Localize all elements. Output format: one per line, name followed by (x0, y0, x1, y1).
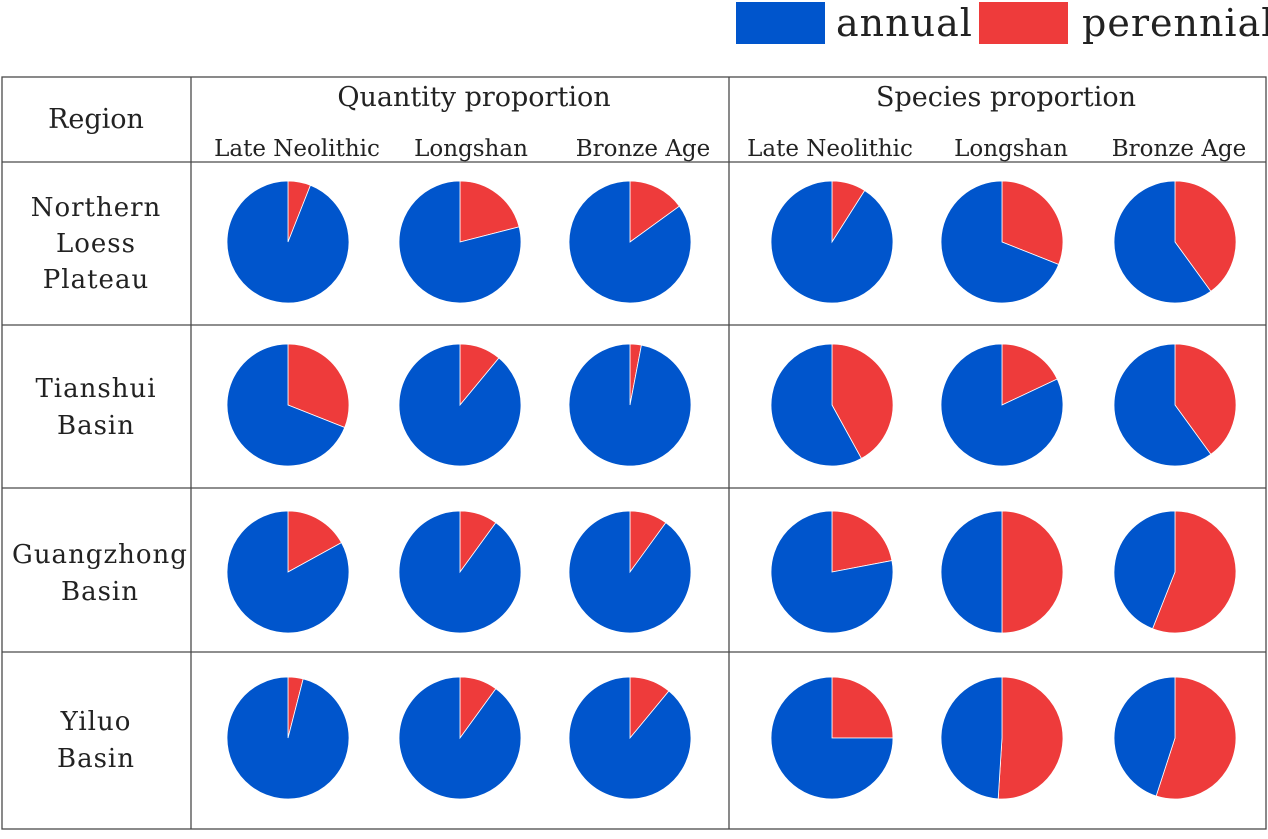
pie-slice-perennial (997, 676, 1064, 800)
pie-slice-perennial (1001, 343, 1058, 406)
pie-slice-annual (568, 510, 692, 634)
region-label-yiluo-basin: Yiluo Basin (57, 707, 135, 774)
pie-slice-annual (1113, 343, 1212, 467)
pie-slice-perennial (831, 343, 894, 459)
pie-slice-perennial (831, 510, 893, 573)
table-grid (1, 76, 1267, 830)
pie-slice-annual (398, 343, 522, 467)
pie-slice-perennial (629, 180, 680, 243)
legend-swatch-annual (736, 2, 825, 44)
period-label: Bronze Age (576, 136, 711, 162)
pie-slice-perennial (831, 676, 894, 739)
pies (226, 180, 1237, 800)
legend-label-perennial: perennial (1082, 1, 1268, 45)
pie-slice-annual (568, 343, 692, 467)
pie-slice-annual (568, 676, 692, 800)
region-label-tianshui-basin: Tianshui Basin (35, 374, 156, 441)
legend: annual perennial (736, 1, 1268, 45)
pie-slice-annual (398, 676, 522, 800)
region-label-guangzhong-basin: Guangzhong Basin (12, 540, 188, 607)
pie-slice-perennial (287, 343, 350, 428)
pie-slice-annual (398, 510, 522, 634)
pie-slice-annual (940, 510, 1003, 634)
pie-slice-annual (1113, 510, 1176, 630)
pie-slice-perennial (1155, 676, 1237, 800)
period-label: Longshan (414, 136, 528, 162)
pie-slice-perennial (1152, 510, 1237, 634)
region-label-line: Basin (57, 411, 135, 441)
region-label-line: Basin (61, 577, 139, 607)
pie-slice-annual (226, 510, 350, 634)
pie-slice-annual (226, 343, 346, 467)
pie-slice-annual (940, 676, 1003, 800)
region-header: Region (48, 104, 144, 135)
legend-label-annual: annual (836, 1, 973, 45)
pie-slice-annual (940, 180, 1060, 304)
pie-slice-perennial (1001, 180, 1064, 265)
pie-slice-annual (398, 180, 522, 304)
legend-swatch-perennial (979, 2, 1068, 44)
region-label-line: Tianshui (35, 374, 156, 404)
region-label-line: Guangzhong (12, 540, 188, 570)
pie-slice-annual (770, 180, 894, 304)
period-label: Longshan (954, 136, 1068, 162)
pie-slice-perennial (459, 180, 520, 243)
region-label-line: Loess (56, 229, 136, 259)
period-label: Late Neolithic (747, 136, 913, 162)
pie-slice-perennial (1174, 343, 1237, 455)
group-title-species: Species proportion (876, 82, 1136, 113)
pie-slice-annual (568, 180, 692, 304)
pie-slice-perennial (1001, 510, 1064, 634)
period-label: Bronze Age (1112, 136, 1247, 162)
pie-slice-annual (1113, 676, 1176, 797)
region-label-northern-loess-plateau: Northern Loess Plateau (31, 193, 162, 295)
pie-slice-annual (770, 510, 894, 634)
region-label-line: Basin (57, 744, 135, 774)
pie-slice-annual (226, 180, 350, 304)
pie-slice-perennial (287, 510, 342, 573)
region-label-line: Plateau (43, 265, 149, 295)
pie-slice-annual (770, 343, 862, 467)
pie-slice-perennial (1174, 180, 1237, 292)
pie-slice-annual (226, 676, 350, 800)
pie-slice-annual (940, 343, 1064, 467)
pie-slice-annual (1113, 180, 1212, 304)
period-label: Late Neolithic (214, 136, 380, 162)
group-title-quantity: Quantity proportion (337, 82, 610, 113)
region-label-line: Northern (31, 193, 162, 223)
pie-slice-annual (770, 676, 894, 800)
region-label-line: Yiluo (60, 707, 132, 737)
